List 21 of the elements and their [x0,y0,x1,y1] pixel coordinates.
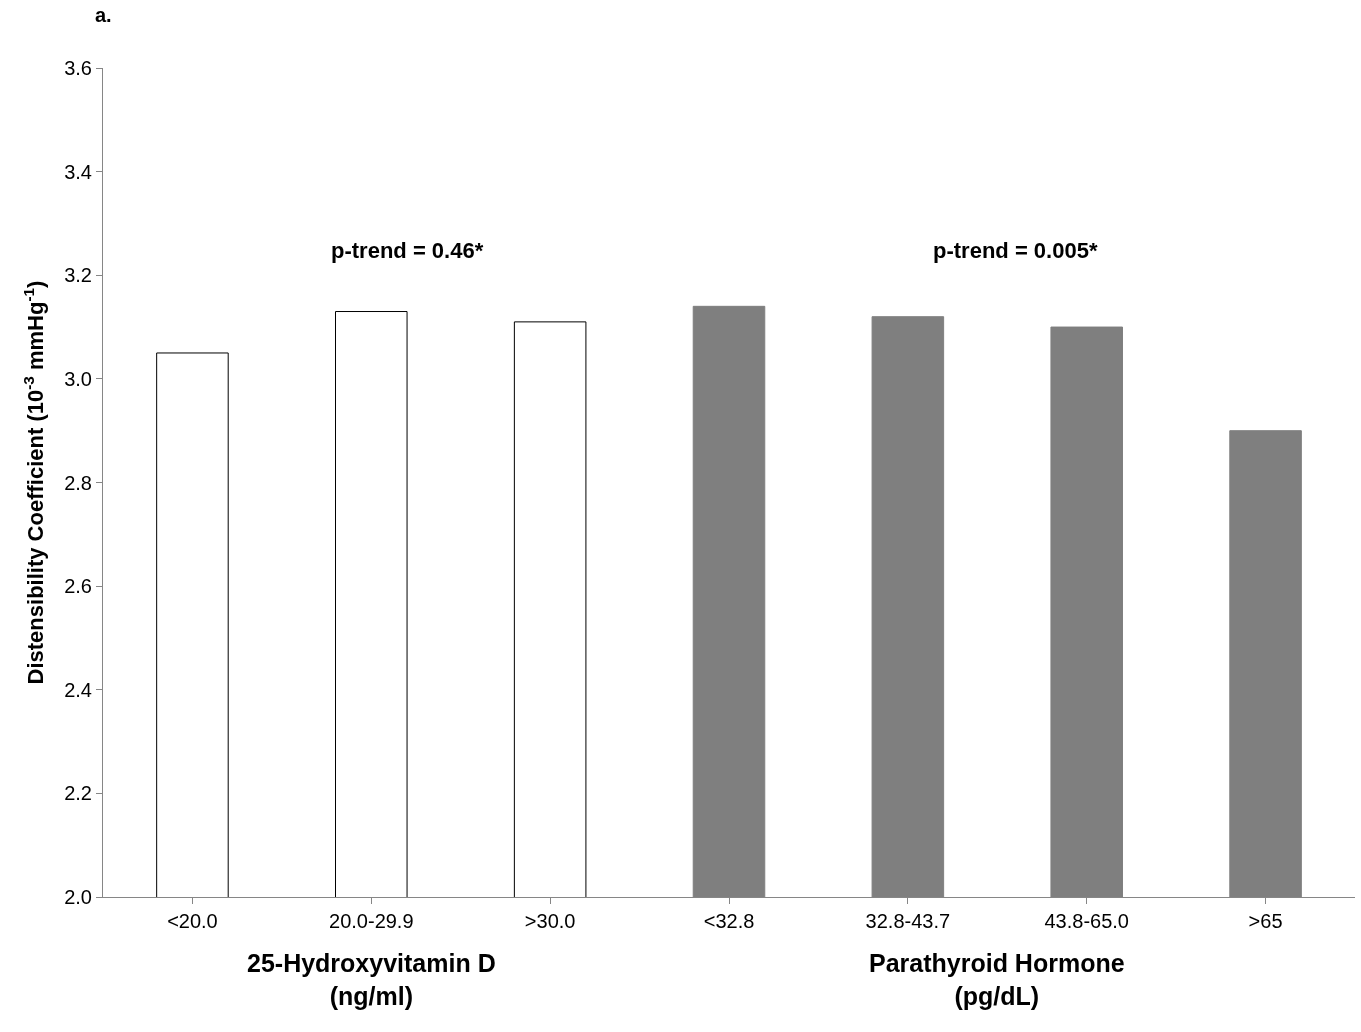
annotation: p-trend = 0.005* [933,238,1098,263]
text: Parathyroid Hormone (pg/dL) [869,949,1125,1010]
x-tick-label: >65 [1248,910,1283,932]
y-tick-label: 3.4 [64,160,92,183]
x-tick-label: 43.8-65.0 [1044,910,1129,932]
x-tick-label: 32.8-43.7 [865,910,951,932]
y-tick-label: 3.0 [64,367,92,390]
y-tick-label: 2.8 [64,471,92,494]
x-tick-label: 20.0-29.9 [329,910,414,932]
text: 25-Hydroxyvitamin D (ng/ml) [247,949,496,1010]
x-tick-label: >30.0 [524,910,576,932]
y-tick-label: 2.6 [64,575,92,598]
y-tick-label: 2.0 [64,886,92,908]
y-tick-label: 3.2 [64,264,92,287]
chart-title: a. [95,4,112,26]
y-tick-label: 2.4 [64,678,92,701]
y-tick-label: 2.2 [64,782,92,805]
x-tick-label: <20.0 [167,910,218,932]
y-tick-label: 3.6 [64,57,92,79]
annotation: p-trend = 0.46* [331,238,484,263]
x-tick-label: <32.8 [703,910,755,932]
